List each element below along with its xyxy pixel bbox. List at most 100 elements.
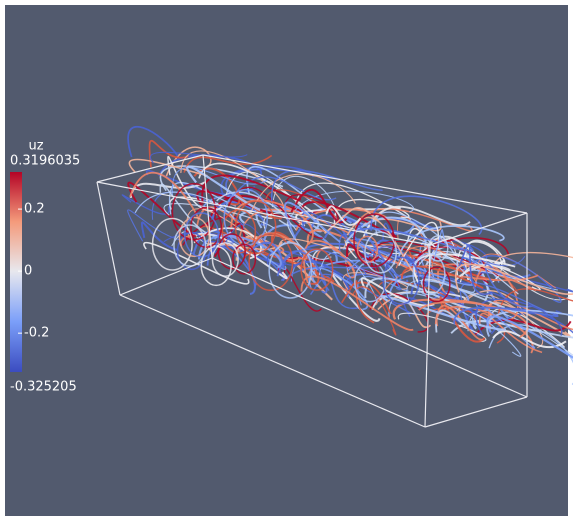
streamline (288, 190, 414, 221)
vortex (234, 200, 277, 255)
streamline (471, 313, 522, 357)
color-legend: uz 0.3196035 -0.325205 0.2 0 -0.2 (10, 139, 80, 395)
streamline (346, 266, 398, 282)
streamline (459, 264, 541, 291)
streamline (325, 205, 362, 226)
streamline (395, 245, 469, 269)
streamline (283, 248, 367, 275)
streamline (470, 255, 526, 267)
streamline (127, 209, 180, 242)
streamline (163, 203, 274, 229)
streamline (168, 182, 237, 215)
streamline (454, 262, 511, 282)
vortex (217, 233, 246, 270)
streamline (439, 296, 486, 343)
range-min-label: -0.325205 (10, 380, 77, 395)
streamline (484, 263, 534, 308)
vortex (178, 216, 211, 258)
streamline (278, 238, 347, 252)
streamline (143, 242, 250, 285)
streamline (458, 244, 493, 296)
vortex (223, 188, 269, 247)
streamline (197, 234, 282, 269)
streamline (380, 295, 507, 331)
streamline (351, 286, 397, 336)
vortex (221, 209, 257, 254)
tick-label: -0.2 (24, 326, 49, 341)
streamline (406, 279, 492, 315)
streamline (299, 201, 397, 239)
bounding-box (96, 154, 528, 428)
vortex (211, 242, 239, 277)
streamline (148, 140, 189, 168)
vortex (268, 242, 313, 299)
streamline (313, 246, 356, 279)
streamline (362, 246, 424, 278)
streamline (282, 265, 379, 282)
streamline (455, 263, 573, 296)
streamline (140, 221, 178, 251)
legend-title: uz (28, 139, 43, 154)
streamline (284, 201, 341, 243)
vortex (364, 231, 398, 274)
streamline (436, 263, 537, 294)
streamline (303, 239, 356, 284)
vortex (300, 248, 334, 291)
vortex (427, 235, 449, 262)
streamline (145, 169, 256, 196)
streamline (398, 312, 487, 343)
streamline (293, 182, 411, 220)
streamline (400, 265, 484, 289)
tick-label: 0 (24, 264, 32, 279)
streamline (356, 242, 478, 286)
streamline (398, 221, 440, 267)
range-max-label: 0.3196035 (10, 154, 80, 169)
streamline (309, 275, 359, 310)
streamline (276, 250, 328, 294)
streamline (211, 200, 267, 226)
streamline (129, 171, 199, 219)
streamline (247, 242, 285, 269)
streamline (475, 298, 563, 336)
streamlines (121, 125, 573, 386)
vortex (422, 266, 451, 303)
streamline (150, 151, 248, 164)
streamline (201, 174, 301, 204)
streamline (370, 195, 483, 236)
streamline (488, 308, 565, 348)
streamline (290, 188, 348, 224)
streamline (493, 251, 573, 265)
streamline (388, 274, 470, 304)
streamline (486, 315, 573, 359)
vortex (353, 213, 395, 268)
vortex (183, 212, 220, 258)
streamline (198, 162, 314, 214)
color-bar (10, 172, 22, 372)
vortex (382, 256, 420, 305)
vortex (151, 217, 193, 271)
vortex (248, 233, 294, 292)
streamline (186, 165, 261, 211)
streamline (430, 252, 476, 293)
streamline (127, 125, 179, 158)
streamline (230, 199, 314, 245)
streamline (341, 280, 375, 324)
streamline (168, 196, 273, 219)
streamline (250, 173, 356, 213)
streamline (300, 275, 414, 331)
streamline (453, 306, 559, 325)
streamline (183, 154, 273, 173)
streamline (420, 278, 505, 309)
streamline (338, 233, 401, 291)
streamline (271, 169, 383, 202)
streamline (121, 194, 170, 215)
streamline (360, 277, 435, 307)
streamline (171, 167, 268, 196)
vortex (173, 224, 207, 267)
streamline (246, 165, 329, 214)
tick-label: 0.2 (24, 202, 45, 217)
streamline (283, 268, 322, 312)
streamline (128, 158, 208, 177)
